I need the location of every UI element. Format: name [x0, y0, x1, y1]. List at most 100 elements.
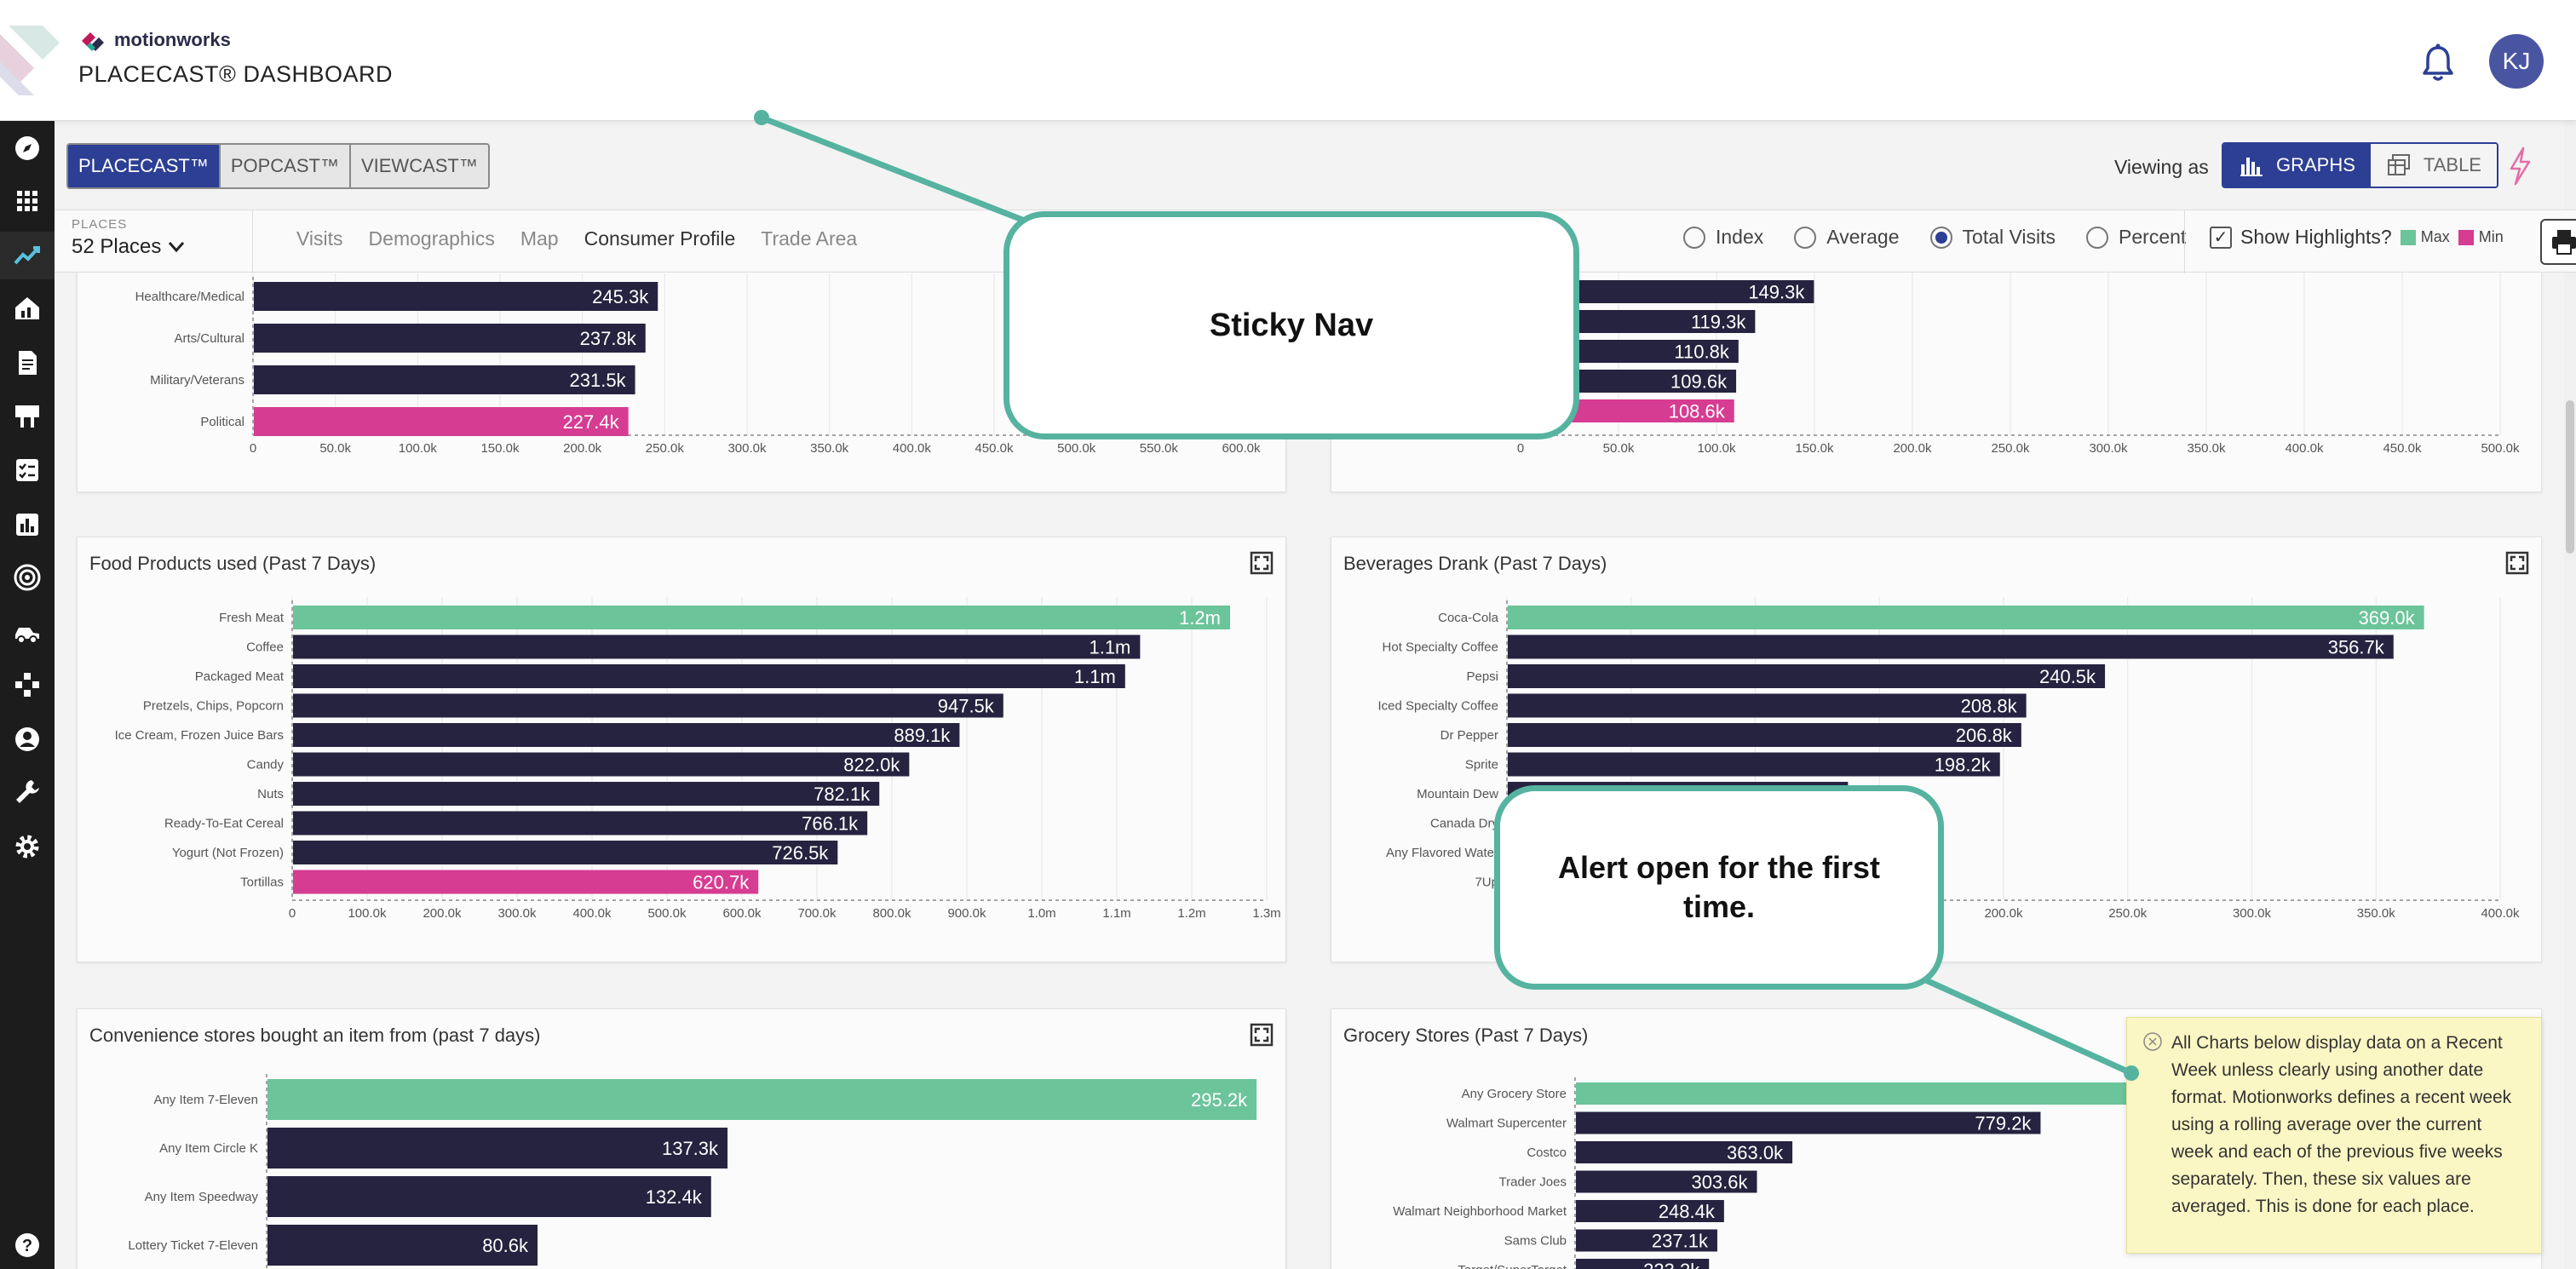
bar — [1576, 1229, 1717, 1252]
tab-visits[interactable]: Visits — [296, 227, 343, 250]
radio-index[interactable]: Index — [1683, 226, 1763, 249]
radio-average[interactable]: Average — [1794, 226, 1900, 249]
category-label: Walmart Supercenter — [1446, 1117, 1567, 1131]
tick-label: 450.0k — [975, 441, 1014, 456]
bar-value-label: 889.1k — [894, 725, 951, 746]
bar-value-label: 109.6k — [1670, 371, 1728, 393]
places-value: 52 Places — [72, 235, 162, 258]
bar-value-label: 620.7k — [693, 872, 750, 893]
bar — [1576, 1111, 2041, 1134]
category-label: Any Item Circle K — [159, 1141, 258, 1156]
sidebar-item-home[interactable] — [0, 284, 55, 332]
category-label: Any Grocery Store — [1462, 1087, 1567, 1101]
sidebar-item-placecast[interactable] — [0, 232, 55, 279]
sidebar-item-reports[interactable] — [0, 339, 55, 387]
sidebar-item-network[interactable] — [0, 661, 55, 709]
bar-value-label: 245.3k — [592, 286, 649, 307]
tick-label: 100.0k — [399, 441, 438, 456]
tick-label: 350.0k — [2357, 906, 2396, 921]
sidebar-item-mobility[interactable] — [0, 608, 55, 656]
brand[interactable]: motionworks — [78, 26, 231, 55]
category-label: Iced Specialty Coffee — [1378, 699, 1498, 714]
tick-label: 150.0k — [480, 441, 520, 456]
radio-button — [2086, 226, 2109, 249]
highlights-toggle[interactable]: ✓ Show Highlights? Max Min — [2210, 226, 2504, 249]
tick-label: 450.0k — [2383, 441, 2422, 456]
brand-name: motionworks — [114, 29, 231, 50]
wrench-icon — [16, 780, 39, 803]
bar-value-label: 198.2k — [1935, 755, 1992, 776]
tick-label: 700.0k — [797, 906, 837, 921]
tab-popcast[interactable]: POPCAST™ — [220, 145, 351, 187]
bar-value-label: 223.2k — [1643, 1260, 1700, 1269]
scrollbar-thumb[interactable] — [2566, 400, 2574, 554]
help-icon: ? — [15, 1233, 39, 1257]
category-label: Sprite — [1465, 758, 1498, 772]
motionworks-corner-logo — [0, 26, 60, 95]
tab-viewcast[interactable]: VIEWCAST™ — [350, 145, 488, 187]
category-label: Canada Dry — [1430, 817, 1499, 831]
radio-percent[interactable]: Percent — [2086, 226, 2186, 249]
bar-value-label: 149.3k — [1748, 282, 1805, 303]
trend-icon — [14, 246, 40, 265]
tick-label: 250.0k — [2108, 906, 2148, 921]
tab-map[interactable]: Map — [520, 227, 559, 250]
bar-value-label: 137.3k — [662, 1138, 719, 1159]
tab-consumer-profile[interactable]: Consumer Profile — [584, 227, 736, 250]
tick-label: 400.0k — [2481, 906, 2520, 921]
tick-label: 300.0k — [2089, 441, 2128, 456]
bar — [1508, 752, 2000, 777]
bar-value-label: 356.7k — [2328, 637, 2385, 658]
tick-label: 300.0k — [727, 441, 767, 456]
page-scrollbar[interactable] — [2564, 121, 2576, 1269]
sidebar-item-apps[interactable] — [0, 177, 55, 225]
bar-value-label: 206.8k — [1956, 725, 2013, 746]
highlights-checkbox[interactable]: ✓ — [2210, 226, 2232, 249]
sidebar-item-settings[interactable] — [0, 823, 55, 870]
table-button[interactable]: TABLE — [2370, 144, 2497, 187]
chart-panel-food-products: 0 100.0k 200.0k 300.0k 400.0k 500.0k 600.0k 700… — [77, 537, 1286, 962]
sidebar-item-help[interactable]: ? — [0, 1221, 55, 1269]
category-label: Costco — [1527, 1146, 1567, 1160]
user-avatar[interactable]: KJ — [2489, 34, 2544, 89]
lightning-icon[interactable] — [2506, 146, 2533, 186]
sidebar-item-tools[interactable] — [0, 768, 55, 816]
radio-total-visits[interactable]: Total Visits — [1929, 226, 2056, 249]
chart-title: Grocery Stores (Past 7 Days) — [1343, 1025, 1589, 1046]
sidebar-item-analytics[interactable] — [0, 501, 55, 548]
tick-label: 250.0k — [1991, 441, 2030, 456]
category-label: Pepsi — [1466, 669, 1498, 684]
tab-demographics[interactable]: Demographics — [368, 227, 495, 250]
close-icon[interactable] — [2142, 1031, 2163, 1052]
expand-icon[interactable] — [2505, 551, 2529, 575]
bar — [293, 811, 868, 835]
expand-icon[interactable] — [1250, 1023, 1274, 1047]
sidebar-item-explore[interactable] — [0, 124, 55, 172]
svg-text:?: ? — [22, 1237, 32, 1255]
notification-bell-icon[interactable] — [2419, 43, 2457, 83]
category-label: Any Item Speedway — [145, 1190, 259, 1204]
category-label: Any Flavored Water — [1386, 846, 1498, 860]
tab-trade-area[interactable]: Trade Area — [761, 227, 858, 250]
graphs-button[interactable]: GRAPHS — [2223, 144, 2371, 187]
radio-label: Average — [1826, 226, 1900, 248]
bar-value-label: 248.4k — [1659, 1201, 1716, 1222]
callout-line-sticky-nav — [762, 115, 1024, 223]
bar-value-label: 119.3k — [1691, 312, 1746, 333]
bar-value-label: 132.4k — [646, 1186, 703, 1208]
print-button[interactable] — [2540, 219, 2576, 265]
divider — [2184, 210, 2185, 273]
bar-value-label: 1.2m — [1179, 607, 1221, 629]
expand-icon[interactable] — [1250, 551, 1274, 575]
chart-title: Beverages Drank (Past 7 Days) — [1343, 553, 1607, 574]
sidebar-item-account[interactable] — [0, 715, 55, 763]
sidebar-item-targeting[interactable] — [0, 554, 55, 601]
category-label: Ice Cream, Frozen Juice Bars — [115, 728, 284, 743]
category-label: Pretzels, Chips, Popcorn — [143, 699, 284, 714]
places-selector[interactable]: PLACES 52 Places — [72, 217, 185, 259]
sidebar-item-billboards[interactable] — [0, 392, 55, 439]
tick-label: 600.0k — [722, 906, 762, 921]
tab-placecast[interactable]: PLACECAST™ — [68, 145, 221, 187]
view-toggle: GRAPHS TABLE — [2222, 142, 2498, 188]
sidebar-item-tasks[interactable] — [0, 446, 55, 494]
